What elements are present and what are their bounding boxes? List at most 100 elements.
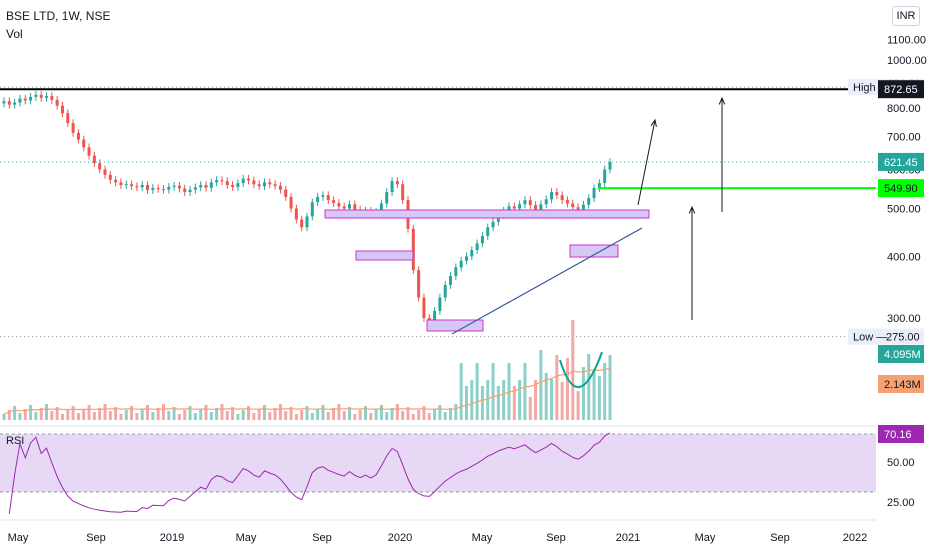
candle-body [268, 182, 272, 185]
candle-body [534, 205, 538, 210]
volume-bar [7, 410, 11, 420]
volume-bar [66, 410, 70, 420]
volume-bar [172, 407, 176, 420]
candle-body [209, 182, 213, 188]
candle-body [39, 94, 43, 98]
volume-bar [140, 409, 144, 420]
volume-bar [597, 376, 601, 420]
volume-bar [2, 414, 6, 420]
time-tick: May [8, 532, 29, 544]
volume-ma-line [3, 367, 611, 415]
volume-label-bg [878, 345, 924, 363]
volume-bar [363, 406, 367, 420]
candle-body [305, 216, 309, 228]
volume-bar [571, 320, 575, 420]
rsi-value: 70.16 [884, 429, 912, 441]
time-tick: 2019 [160, 532, 184, 544]
candle-body [348, 204, 352, 209]
rsi-tick: 25.00 [887, 497, 915, 509]
candle-body [151, 188, 155, 191]
candle-body [411, 228, 415, 271]
volume-bar [470, 380, 474, 420]
volume-bar [119, 414, 123, 420]
volume-bar [576, 391, 580, 420]
price-label-prefix: Low — [853, 332, 887, 344]
price-label-value: 621.45 [884, 157, 918, 169]
price-tick: 300.00 [887, 313, 921, 325]
candle-body [560, 195, 564, 201]
volume-bar [544, 373, 548, 420]
time-tick: May [236, 532, 257, 544]
candle-body [395, 181, 399, 185]
candle-body [443, 284, 447, 298]
volume-bar [491, 363, 495, 420]
volume-bar [50, 411, 54, 420]
volume-bar [454, 404, 458, 420]
volume-bar [560, 382, 564, 420]
time-tick: 2020 [388, 532, 412, 544]
rsi-label: RSI [6, 435, 24, 447]
candle-body [76, 132, 80, 140]
currency-button[interactable]: INR [892, 6, 920, 26]
candle-body [422, 297, 426, 318]
candle-body [2, 101, 6, 104]
volume-bar [92, 412, 96, 420]
candle-body [199, 185, 203, 188]
volume-bar [146, 405, 150, 420]
candle-body [337, 203, 341, 207]
price-label-value: 275.00 [886, 332, 920, 344]
volume-bar [438, 405, 442, 420]
candle-body [555, 192, 559, 196]
candle-body [550, 192, 554, 200]
time-tick: Sep [770, 532, 790, 544]
candle-body [581, 204, 585, 210]
volume-bar [236, 414, 240, 420]
volume-bar [379, 405, 383, 420]
candle-body [23, 98, 27, 101]
support-zone [355, 250, 414, 261]
candle-body [523, 200, 527, 205]
candle-body [193, 187, 197, 190]
volume-bar [539, 350, 543, 420]
candle-body [603, 169, 607, 184]
candle-body [571, 203, 575, 208]
candle-body [342, 206, 346, 209]
price-label-bg [878, 179, 924, 198]
volume-bar [417, 410, 421, 420]
volume-bar [130, 406, 134, 420]
candle-body [34, 94, 38, 97]
volume-label-value: 2.143M [884, 379, 921, 391]
volume-bar [209, 412, 213, 420]
candle-body [470, 250, 474, 257]
volume-bar [518, 380, 522, 420]
volume-bar [289, 407, 293, 420]
volume-bar [475, 363, 479, 420]
candle-body [215, 180, 219, 183]
candle-body [262, 182, 266, 187]
volume-bar [512, 386, 516, 420]
volume-label-value: 4.095M [884, 349, 921, 361]
candle-body [401, 184, 405, 201]
price-label-bg [848, 328, 924, 345]
candle-body [98, 163, 102, 170]
candle-body [183, 188, 187, 193]
volume-bar [161, 404, 165, 420]
volume-bar [273, 408, 277, 420]
volume-bar [225, 411, 229, 420]
volume-bar [183, 410, 187, 420]
volume-bar [278, 404, 282, 420]
candle-body [82, 139, 86, 148]
candle-body [231, 185, 235, 187]
price-label-bg [878, 152, 924, 171]
candle-body [161, 188, 165, 190]
volume-bar [353, 414, 357, 420]
candle-body [449, 275, 453, 285]
support-zone [426, 319, 484, 332]
volume-bar [18, 413, 22, 420]
volume-bar [374, 409, 378, 420]
symbol-title: BSE LTD, 1W, NSE [6, 9, 111, 23]
volume-bar [464, 386, 468, 420]
candle-body [597, 183, 601, 189]
candle-body [103, 169, 107, 175]
